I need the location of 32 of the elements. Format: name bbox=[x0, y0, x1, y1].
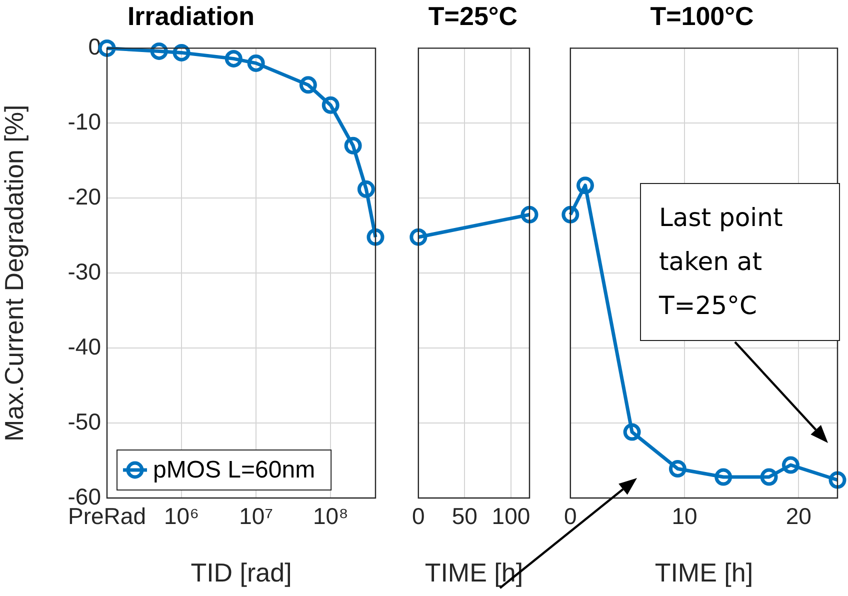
y-tick-label: -20 bbox=[68, 183, 101, 210]
point bbox=[562, 206, 580, 224]
point bbox=[760, 468, 778, 486]
x-tick-label: 10 bbox=[672, 503, 698, 530]
x-tick-label: 10⁷ bbox=[239, 503, 274, 530]
point bbox=[782, 456, 800, 474]
x-tick-label: 20 bbox=[786, 503, 812, 530]
chart-title: T=100°C bbox=[650, 0, 754, 31]
y-tick-label: -50 bbox=[68, 408, 101, 434]
legend-label: pMOS L=60nm bbox=[153, 456, 316, 484]
x-tick-label: 10⁸ bbox=[312, 503, 348, 530]
point bbox=[828, 471, 846, 489]
annotation: Last point taken at T=25°C bbox=[640, 183, 840, 341]
x-axis-title: TIME [h] bbox=[654, 558, 754, 588]
x-axis-title: TID [rad] bbox=[190, 558, 292, 588]
x-tick-label: 10⁶ bbox=[164, 503, 200, 530]
point bbox=[623, 423, 641, 441]
chart-title: Irradiation bbox=[127, 0, 255, 31]
y-tick-label: -30 bbox=[68, 258, 101, 284]
x-tick-label: 0 bbox=[564, 503, 577, 530]
x-axis-title: TIME [h] bbox=[424, 558, 524, 588]
y-axis-title: Max.Current Degradation [%] bbox=[0, 104, 29, 442]
chart-title: T=25°C bbox=[428, 0, 518, 31]
y-tick-label: -40 bbox=[68, 333, 101, 360]
y-tick-label: -60 bbox=[68, 483, 101, 510]
x-tick-label: 0 bbox=[412, 503, 425, 530]
x-tick-label: 100 bbox=[492, 503, 530, 530]
y-tick-label: -10 bbox=[68, 108, 101, 135]
point bbox=[714, 468, 732, 486]
point bbox=[668, 460, 686, 478]
x-tick-label: 50 bbox=[452, 503, 478, 530]
point bbox=[576, 176, 594, 194]
